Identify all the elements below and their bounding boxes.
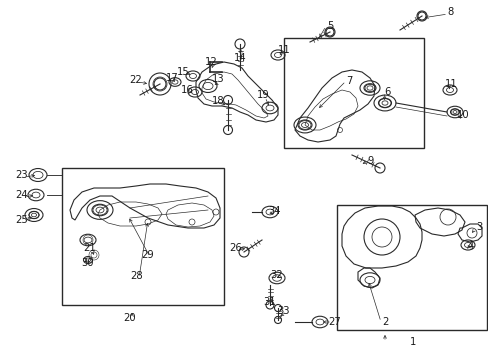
Text: 33: 33 xyxy=(277,306,290,316)
Text: 20: 20 xyxy=(123,313,136,323)
Bar xyxy=(62,168,224,305)
Text: 27: 27 xyxy=(328,317,341,327)
Text: 15: 15 xyxy=(176,67,189,77)
Text: 4: 4 xyxy=(467,241,473,251)
Text: 16: 16 xyxy=(180,85,193,95)
Text: 21: 21 xyxy=(83,243,96,253)
Text: 29: 29 xyxy=(142,250,154,260)
Text: 24: 24 xyxy=(16,190,28,200)
Text: 8: 8 xyxy=(447,7,453,17)
Text: 5: 5 xyxy=(326,21,332,31)
Text: 1: 1 xyxy=(409,337,415,347)
Text: 34: 34 xyxy=(268,206,281,216)
Text: 12: 12 xyxy=(204,57,217,67)
Text: 13: 13 xyxy=(211,74,224,84)
Text: 17: 17 xyxy=(165,73,178,83)
Text: 28: 28 xyxy=(130,271,143,281)
Text: 26: 26 xyxy=(229,243,242,253)
Text: 3: 3 xyxy=(475,222,481,232)
Text: 6: 6 xyxy=(383,87,389,97)
Text: 10: 10 xyxy=(456,110,468,120)
Text: 7: 7 xyxy=(345,76,351,86)
Text: 19: 19 xyxy=(256,90,269,100)
Text: 31: 31 xyxy=(263,297,276,307)
Text: 9: 9 xyxy=(367,156,373,166)
Bar xyxy=(284,38,423,148)
Text: 11: 11 xyxy=(277,45,290,55)
Text: 18: 18 xyxy=(211,96,224,106)
Text: 30: 30 xyxy=(81,258,94,268)
Text: 2: 2 xyxy=(381,317,387,327)
Text: 23: 23 xyxy=(16,170,28,180)
Text: 25: 25 xyxy=(16,215,28,225)
Text: 11: 11 xyxy=(444,79,456,89)
Bar xyxy=(336,205,486,330)
Text: 32: 32 xyxy=(270,270,283,280)
Text: 14: 14 xyxy=(233,53,246,63)
Text: 22: 22 xyxy=(129,75,142,85)
